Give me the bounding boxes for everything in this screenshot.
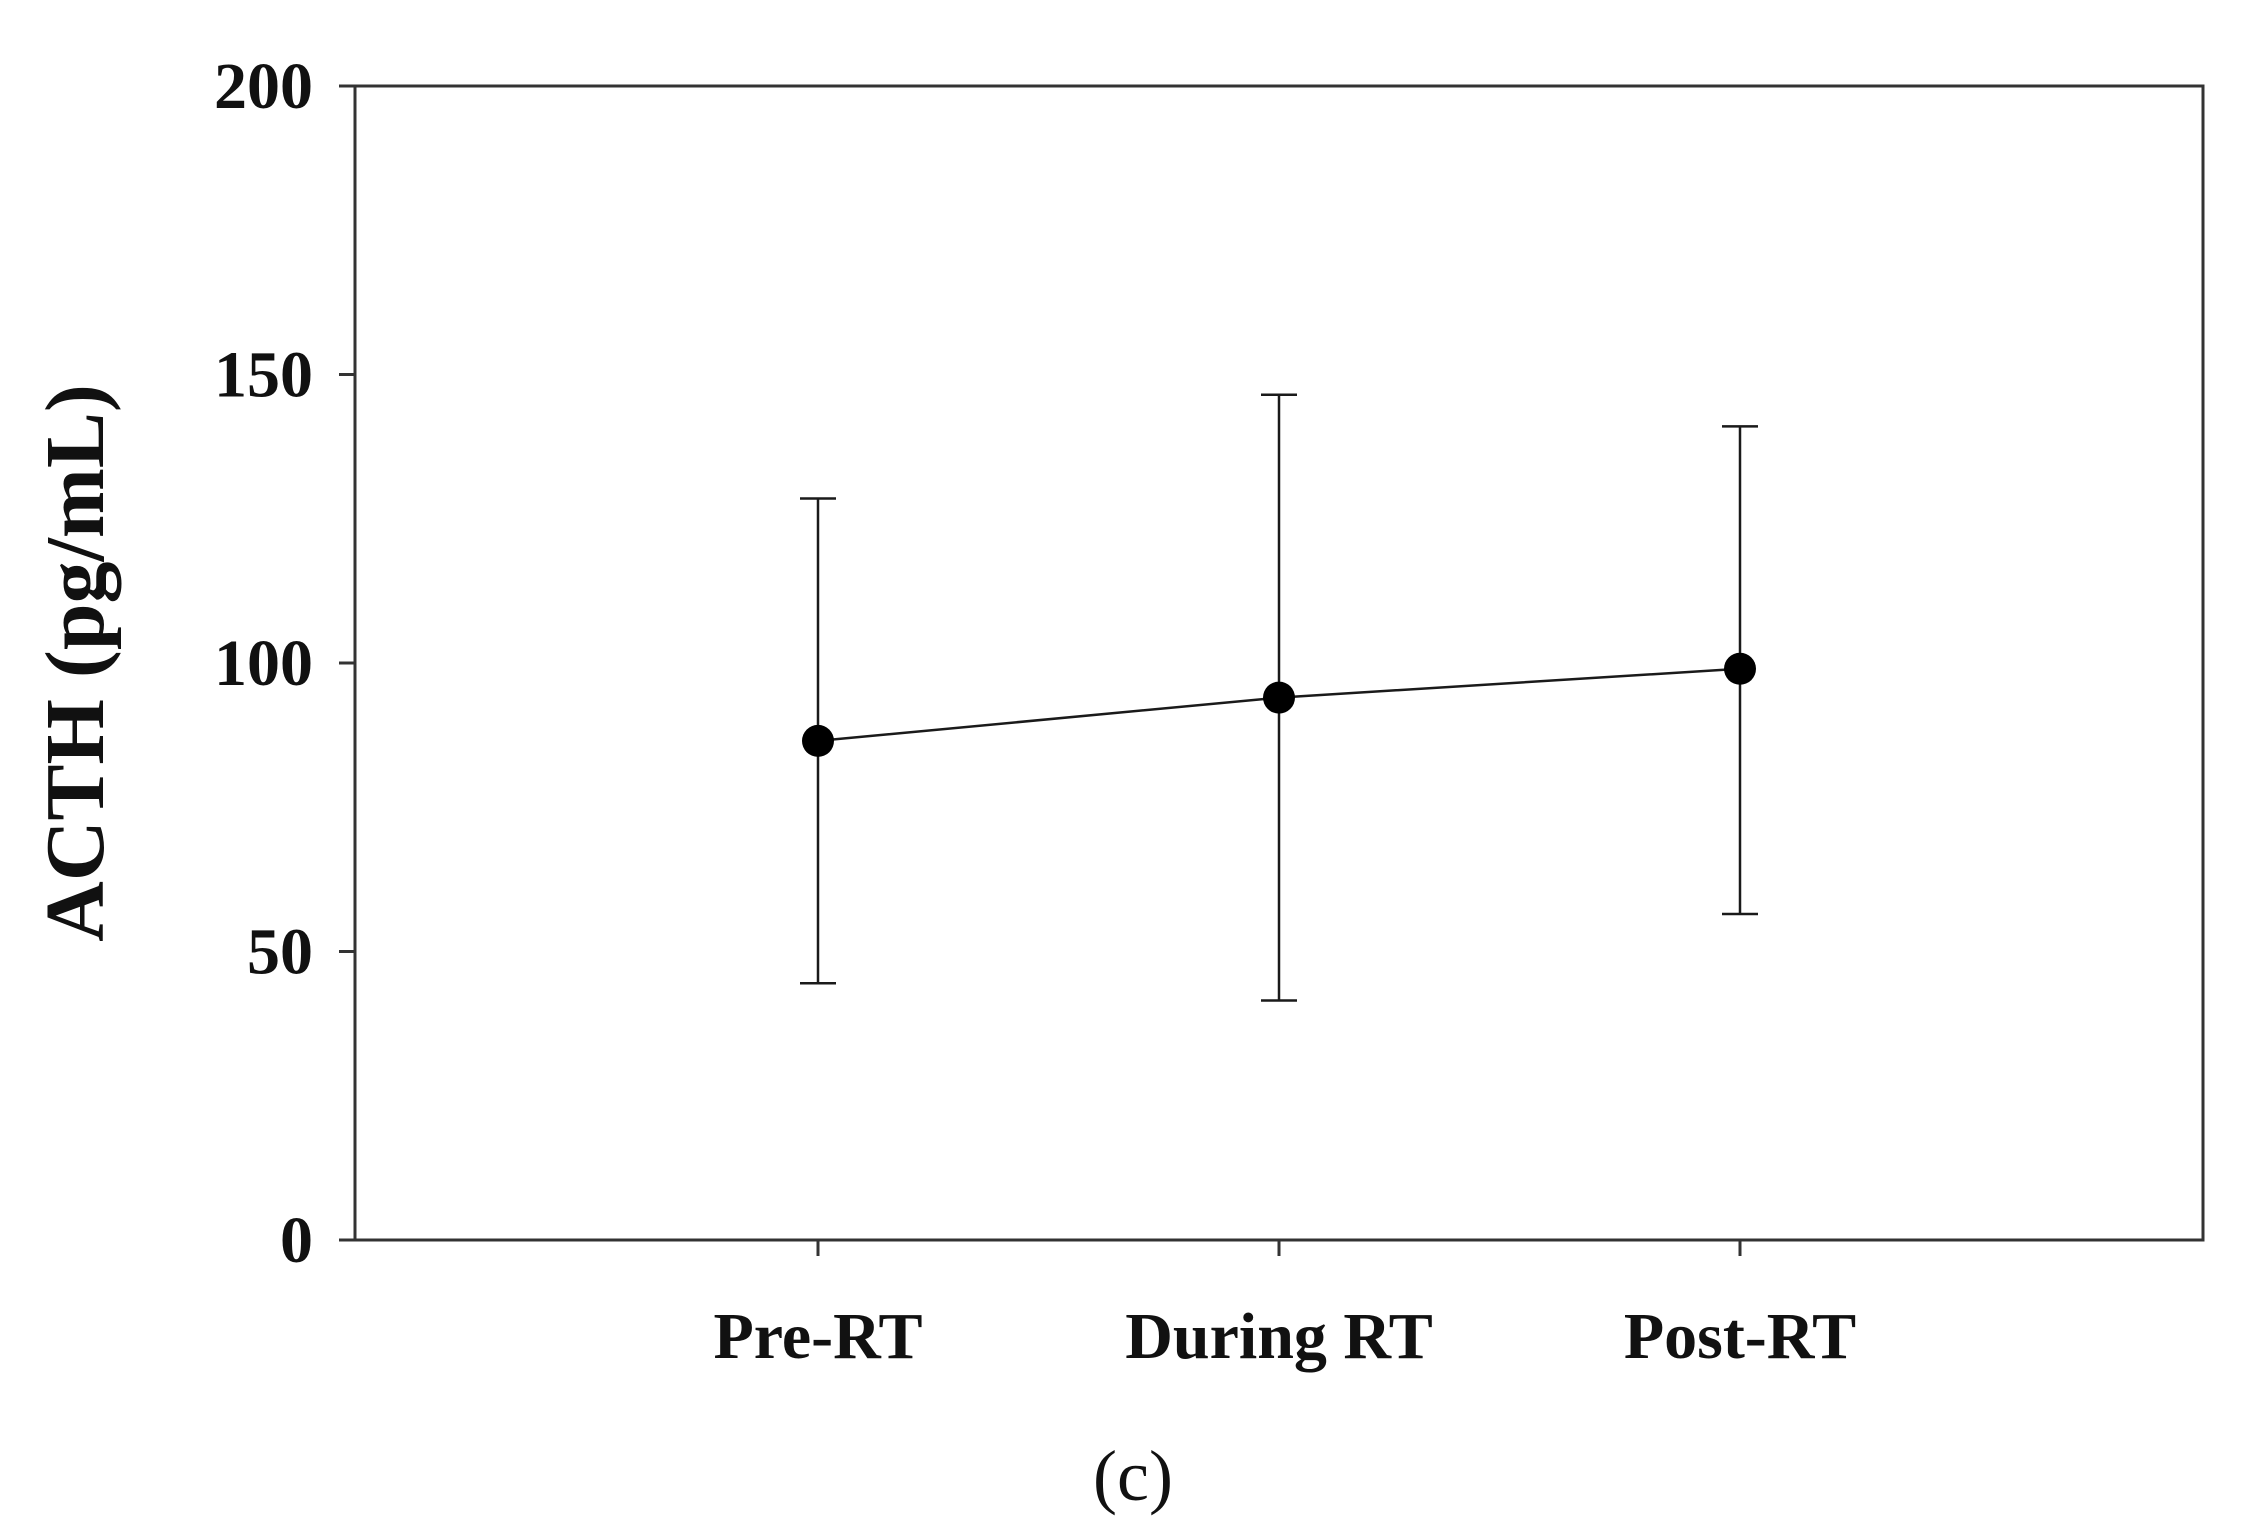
y-tick-label: 200 — [214, 50, 313, 123]
figure-caption: (c) — [1093, 1436, 1173, 1516]
y-tick-label: 150 — [214, 339, 313, 412]
y-axis-title: ACTH (pg/mL) — [29, 384, 122, 942]
data-point — [802, 724, 834, 757]
y-tick-label: 100 — [214, 627, 313, 700]
x-tick-label: Post-RT — [1624, 1300, 1856, 1373]
x-tick-label: Pre-RT — [713, 1300, 922, 1373]
y-tick-label: 50 — [247, 916, 313, 989]
data-point — [1724, 652, 1756, 685]
x-axis: Pre-RT During RT Post-RT — [713, 1240, 1856, 1373]
y-axis: 0 50 100 150 200 — [214, 50, 355, 1277]
series-layer — [800, 393, 1758, 1002]
data-point — [1263, 681, 1295, 714]
y-tick-label: 0 — [280, 1204, 313, 1277]
x-tick-label: During RT — [1125, 1300, 1433, 1373]
